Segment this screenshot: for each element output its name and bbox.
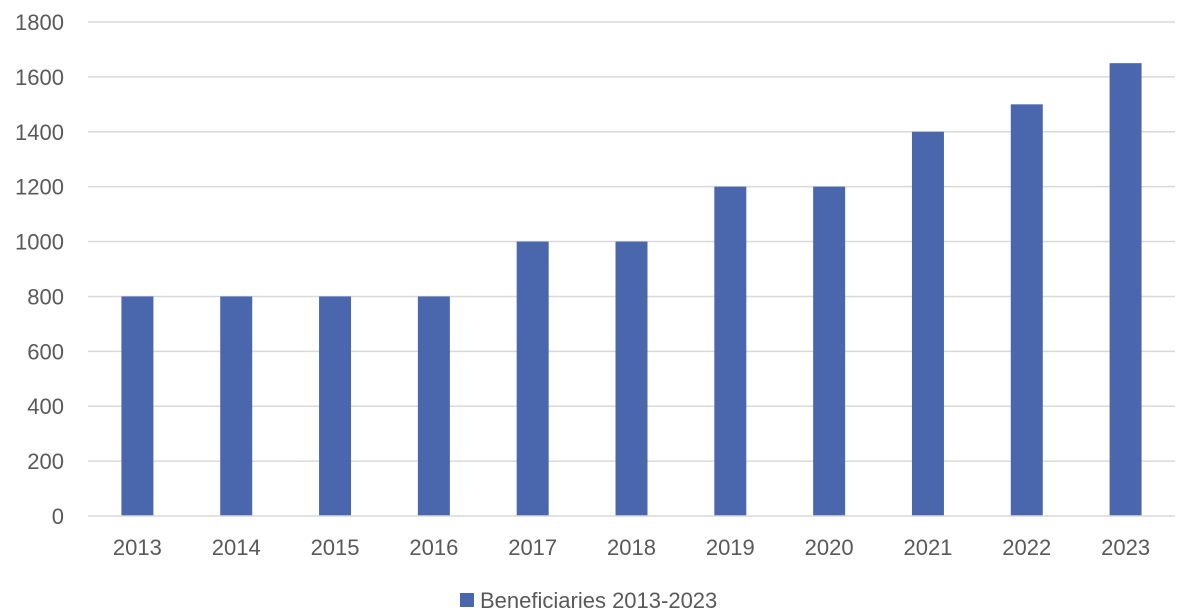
y-tick-label: 800	[27, 284, 64, 309]
bar	[516, 241, 549, 517]
legend: Beneficiaries 2013-2023	[460, 588, 717, 611]
x-tick-label: 2016	[409, 535, 458, 560]
bar	[615, 241, 648, 517]
bar	[319, 296, 352, 516]
bar	[813, 186, 846, 516]
y-tick-label: 1400	[15, 120, 64, 145]
bar	[417, 296, 450, 516]
y-tick-label: 0	[52, 504, 64, 529]
y-tick-label: 1000	[15, 230, 64, 255]
bars	[121, 63, 1142, 517]
bar	[1010, 104, 1043, 516]
bar	[1109, 63, 1142, 517]
bar	[714, 186, 747, 516]
y-tick-label: 600	[27, 339, 64, 364]
y-tick-label: 1200	[15, 175, 64, 200]
y-tick-label: 1800	[15, 10, 64, 35]
bar	[121, 296, 154, 516]
x-tick-label: 2020	[805, 535, 854, 560]
bar	[911, 131, 944, 516]
x-tick-label: 2017	[508, 535, 557, 560]
y-tick-label: 1600	[15, 65, 64, 90]
bar	[220, 296, 253, 516]
legend-swatch	[460, 593, 474, 607]
y-tick-label: 400	[27, 394, 64, 419]
x-tick-label: 2018	[607, 535, 656, 560]
x-axis-ticks: 2013 2014 2015 2016 2017 2018 2019 2020 2021 2022…	[113, 535, 1150, 560]
x-tick-label: 2013	[113, 535, 162, 560]
y-tick-label: 200	[27, 449, 64, 474]
y-axis-ticks: 0 200 400 600 800 1000 1200 1400 1600 1800	[15, 10, 64, 529]
x-tick-label: 2021	[903, 535, 952, 560]
x-tick-label: 2019	[706, 535, 755, 560]
x-tick-label: 2015	[311, 535, 360, 560]
x-tick-label: 2014	[212, 535, 261, 560]
x-tick-label: 2023	[1101, 535, 1150, 560]
legend-label: Beneficiaries 2013-2023	[480, 588, 717, 611]
x-tick-label: 2022	[1002, 535, 1051, 560]
